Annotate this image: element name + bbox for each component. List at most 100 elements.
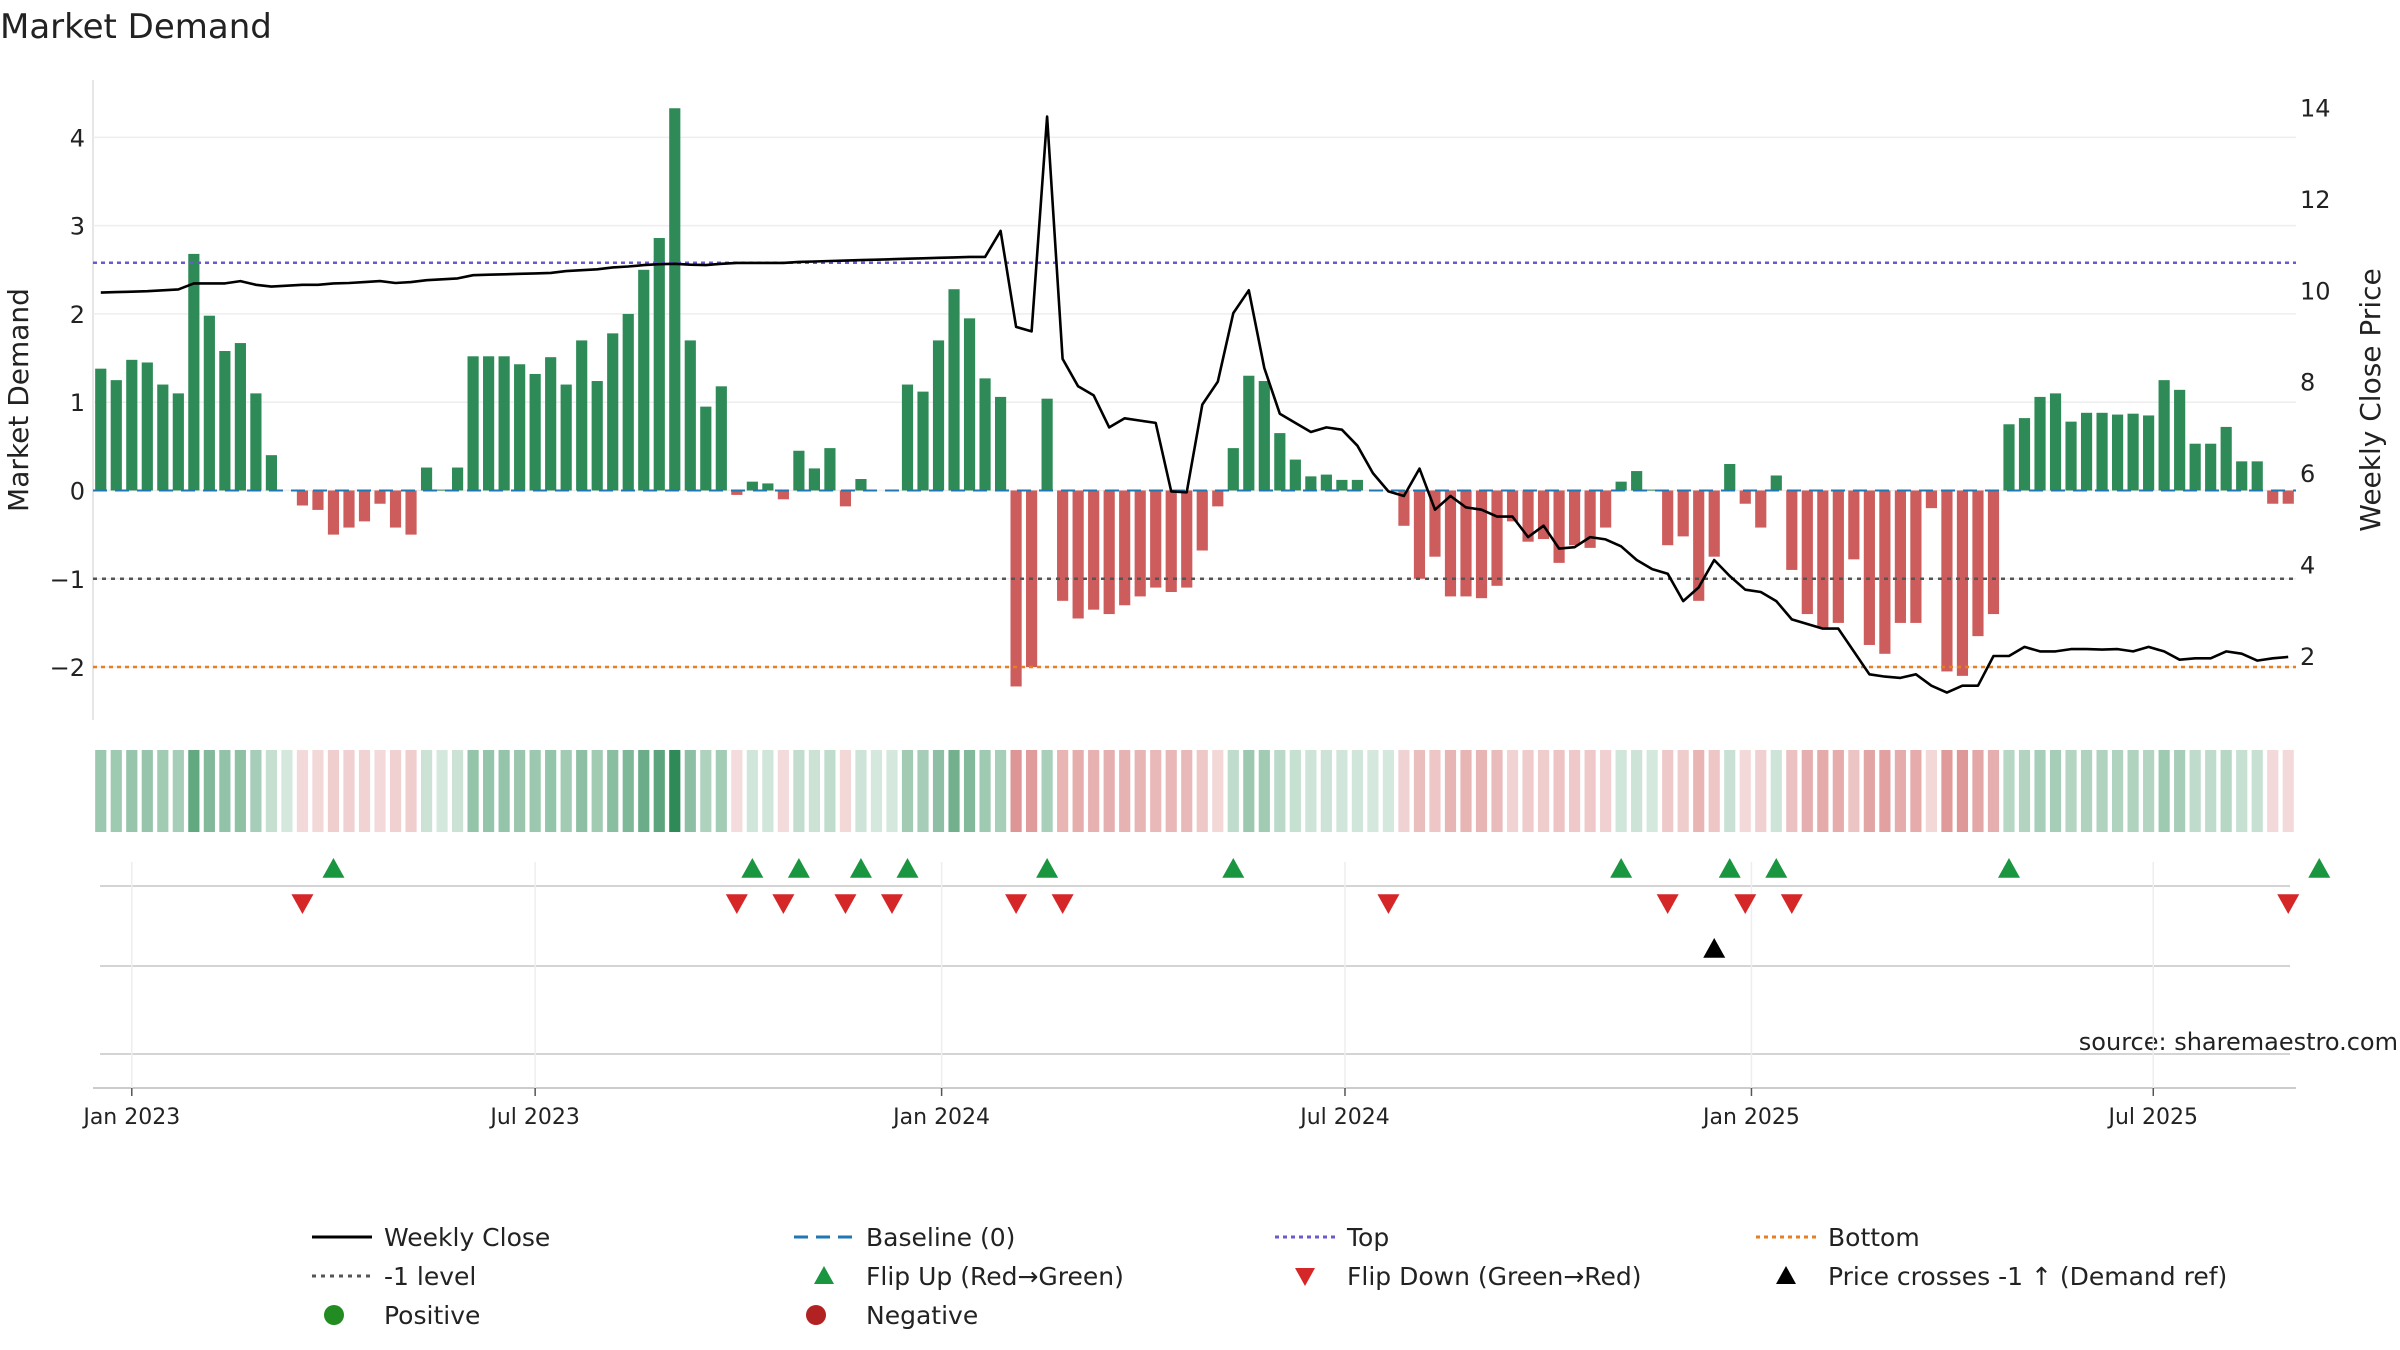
positive-bar	[420, 467, 433, 491]
heat-cell	[994, 750, 1007, 832]
heat-cell	[1181, 750, 1193, 832]
positive-bar	[110, 380, 122, 491]
heat-cell	[1910, 750, 1922, 832]
positive-bar	[1305, 476, 1317, 491]
heat-cell	[1708, 750, 1720, 832]
heat-cell	[358, 750, 371, 832]
heat-cell	[374, 750, 386, 832]
positive-bar	[917, 391, 929, 491]
positive-bar	[2220, 426, 2232, 491]
y2-tick-label: 8	[2300, 369, 2315, 397]
heat-cell	[296, 750, 309, 832]
heat-cell	[126, 750, 138, 832]
heat-cell	[2112, 750, 2124, 832]
negative-bar	[1165, 490, 1177, 592]
heat-cell	[1600, 750, 1612, 832]
heat-cell	[1972, 750, 1984, 832]
heat-cell	[700, 750, 712, 832]
positive-bar	[2189, 443, 2201, 491]
heat-cell	[1367, 750, 1379, 832]
heat-cell	[808, 750, 820, 832]
heat-cell	[1429, 750, 1441, 832]
negative-bar	[1460, 490, 1472, 597]
heat-cell	[1460, 750, 1472, 832]
negative-bar	[1569, 490, 1581, 546]
flip-down-marker	[1377, 894, 1400, 914]
flip-down-marker	[2277, 894, 2300, 914]
negative-bar	[1956, 490, 1969, 676]
heat-cell	[2080, 750, 2093, 832]
positive-bar	[1320, 474, 1332, 491]
heat-cell	[669, 750, 681, 832]
negative-bar	[327, 490, 340, 535]
y-tick-label: −1	[50, 566, 85, 594]
negative-bar	[1181, 490, 1193, 588]
positive-bar	[762, 483, 774, 491]
positive-bar	[653, 238, 665, 491]
heat-cell	[1351, 750, 1363, 832]
negative-bar	[1739, 490, 1751, 504]
positive-bar	[638, 269, 650, 491]
flip-down-marker	[1734, 894, 1757, 914]
heat-cell	[963, 750, 976, 832]
negative-bar	[1506, 490, 1519, 522]
y-tick-label: 3	[70, 213, 85, 241]
negative-bar	[1119, 490, 1131, 606]
positive-bar	[607, 333, 619, 491]
positive-bar	[498, 356, 510, 491]
legend-swatch-flip-down	[1295, 1268, 1315, 1286]
heat-cell	[2282, 750, 2294, 832]
heat-cell	[172, 750, 184, 832]
x-tick-label: Jul 2025	[2107, 1105, 2199, 1130]
heat-cell	[1088, 750, 1100, 832]
negative-bar	[1941, 490, 1953, 672]
negative-bar	[389, 490, 402, 528]
negative-bar	[1910, 490, 1922, 623]
flip-down-marker	[725, 894, 748, 914]
positive-bar	[824, 448, 836, 491]
heat-cell	[1305, 750, 1317, 832]
positive-bar	[1289, 459, 1301, 491]
positive-bar	[467, 356, 479, 491]
positive-bar	[2158, 380, 2170, 491]
positive-bar	[2251, 461, 2263, 491]
positive-bar	[1724, 464, 1736, 491]
negative-bar	[1212, 490, 1224, 507]
heat-cell	[2220, 750, 2232, 832]
heat-cell	[1119, 750, 1131, 832]
heat-cell	[451, 750, 464, 832]
x-tick-label: Jul 2023	[488, 1105, 580, 1130]
heat-cell	[1196, 750, 1208, 832]
heat-cell	[746, 750, 758, 832]
x-tick-label: Jan 2024	[891, 1105, 990, 1130]
y2-tick-label: 4	[2300, 552, 2315, 580]
heat-cell	[529, 750, 541, 832]
y2-tick-label: 6	[2300, 460, 2315, 488]
heat-cell	[1879, 750, 1891, 832]
negative-bar	[1987, 490, 2000, 615]
heat-cell	[715, 750, 727, 832]
heat-cell	[2065, 750, 2077, 832]
negative-bar	[1972, 490, 1984, 637]
positive-bar	[250, 393, 262, 491]
positive-bar	[265, 455, 277, 491]
heat-cell	[545, 750, 557, 832]
positive-bar	[451, 467, 464, 491]
heat-cell	[1584, 750, 1596, 832]
heat-cell	[1646, 750, 1658, 832]
heat-cell	[948, 750, 960, 832]
legend-label: Flip Down (Green→Red)	[1347, 1262, 1642, 1291]
legend-label: Top	[1346, 1223, 1389, 1252]
heat-cell	[1165, 750, 1177, 832]
heat-cell	[1615, 750, 1627, 832]
heat-cell	[1553, 750, 1565, 832]
negative-bar	[296, 490, 309, 506]
y-tick-label: 1	[70, 389, 85, 417]
heat-cell	[1057, 750, 1069, 832]
legend-label: Bottom	[1828, 1223, 1920, 1252]
heat-cell	[560, 750, 572, 832]
negative-bar	[1584, 490, 1596, 548]
heat-cell	[1336, 750, 1348, 832]
heat-cell	[110, 750, 122, 832]
